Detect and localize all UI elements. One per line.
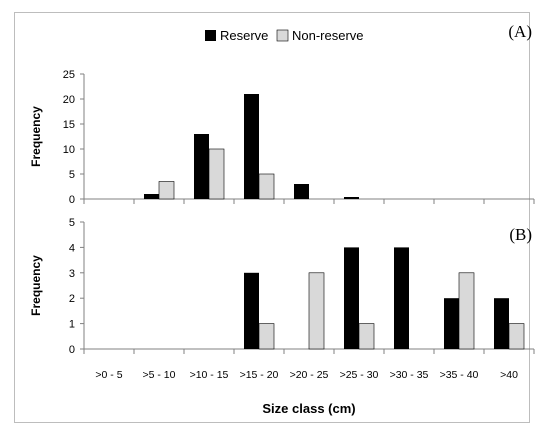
bar-non-reserve	[258, 323, 275, 350]
legend-swatch-reserve	[205, 30, 216, 41]
y-axis-label: Frequency	[29, 255, 43, 316]
bar-non-reserve	[158, 181, 175, 200]
y-tick-label: 15	[63, 119, 75, 131]
bar-reserve	[294, 184, 309, 199]
bar-non-reserve	[358, 323, 375, 350]
x-tick-label: >30 - 35	[390, 369, 429, 381]
y-axis-label: Frequency	[29, 106, 43, 167]
bar-reserve	[444, 298, 459, 349]
y-tick-label: 25	[63, 69, 75, 81]
y-tick-label: 5	[69, 217, 75, 229]
y-tick-label: 10	[63, 144, 75, 156]
legend-swatch-non-reserve	[276, 29, 289, 42]
x-tick-label: >15 - 20	[240, 369, 279, 381]
bar-reserve	[144, 194, 159, 199]
bar-reserve	[394, 247, 409, 349]
bar-non-reserve	[458, 272, 475, 350]
x-tick-label: >10 - 15	[190, 369, 229, 381]
x-tick-label: >0 - 5	[95, 369, 122, 381]
y-tick-label: 1	[69, 319, 75, 331]
legend-label-reserve: Reserve	[220, 28, 268, 43]
bar-reserve	[244, 94, 259, 199]
x-tick-label: >35 - 40	[440, 369, 479, 381]
y-tick-label: 2	[69, 293, 75, 305]
y-tick-label: 0	[69, 194, 75, 206]
y-tick-label: 3	[69, 268, 75, 280]
bar-non-reserve	[258, 173, 275, 200]
bar-reserve	[244, 272, 259, 349]
bar-reserve	[494, 298, 509, 349]
legend-label-non-reserve: Non-reserve	[292, 28, 364, 43]
x-tick-label: >40	[500, 369, 518, 381]
bar-non-reserve	[508, 323, 525, 350]
x-tick-label: >5 - 10	[143, 369, 176, 381]
y-tick-label: 20	[63, 94, 75, 106]
x-tick-label: >25 - 30	[340, 369, 379, 381]
bar-non-reserve	[308, 272, 325, 350]
bar-reserve	[344, 197, 359, 199]
bar-reserve	[194, 134, 209, 199]
y-tick-label: 0	[69, 344, 75, 356]
bar-reserve	[344, 247, 359, 349]
chart-frame	[14, 12, 530, 423]
panel-label: (A)	[508, 22, 532, 41]
x-axis-label: Size class (cm)	[262, 401, 355, 416]
y-tick-label: 4	[69, 242, 75, 254]
y-tick-label: 5	[69, 169, 75, 181]
bar-non-reserve	[208, 148, 225, 200]
panel-label: (B)	[509, 225, 532, 244]
x-tick-label: >20 - 25	[290, 369, 329, 381]
